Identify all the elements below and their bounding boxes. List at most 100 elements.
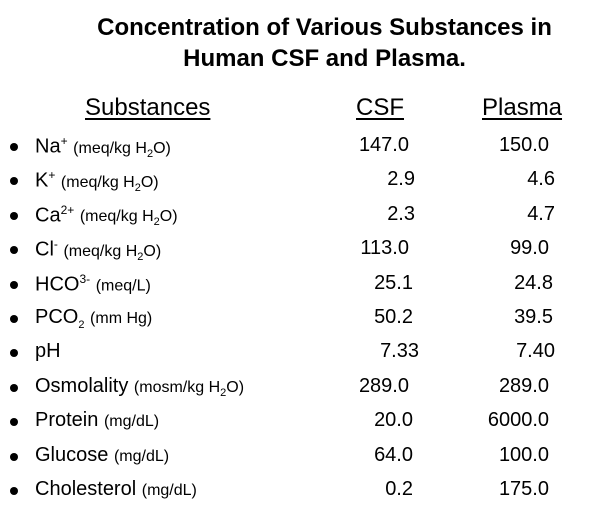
bullet-icon <box>10 349 18 358</box>
substance-charge: + <box>48 168 56 183</box>
substance-label: pH <box>35 340 61 363</box>
plasma-value: 39.5 <box>514 306 553 328</box>
list-item: Glucose (mg/dL) 64.0 100.0 <box>0 440 601 474</box>
substance-unit: (mg/dL) <box>114 448 169 465</box>
unit-subscript: 2 <box>220 386 227 399</box>
list-item: Na+ (meq/kg H2O) 147.0 150.0 <box>0 130 601 164</box>
substance-unit: (mg/dL) <box>142 482 197 499</box>
unit-text: (mg/dL) <box>113 447 170 465</box>
unit-text: (mosm/kg H <box>133 378 221 396</box>
csf-value: 7.33 <box>380 340 419 363</box>
substance-charge: + <box>60 134 68 148</box>
bullet-icon <box>10 452 18 461</box>
bullet-icon <box>10 280 18 289</box>
substance-label: PCO2 (mm Hg) <box>35 306 152 331</box>
list-item: Cholesterol (mg/dL) 0.2 175.0 <box>0 474 601 508</box>
bullet-icon <box>10 246 18 255</box>
csf-value: 2.3 <box>387 202 415 225</box>
unit-text: (meq/kg H <box>60 174 135 192</box>
unit-text: (mg/dL) <box>103 413 160 431</box>
csf-value: 64.0 <box>374 443 413 466</box>
substance-label: HCO3- (meq/L) <box>35 272 151 297</box>
csf-value: 2.9 <box>387 168 415 191</box>
unit-text: (meq/L) <box>95 277 151 295</box>
unit-text-end: O) <box>226 378 245 396</box>
unit-subscript: 2 <box>137 251 144 264</box>
csf-value: 25.1 <box>374 271 413 294</box>
substance-name: K <box>35 170 49 193</box>
unit-text: (meq/kg H <box>63 242 138 260</box>
substance-label: Glucose (mg/dL) <box>35 444 169 467</box>
list-item: Cl- (meq/kg H2O) 113.0 99.0 <box>0 233 601 267</box>
bullet-icon <box>10 211 18 220</box>
substance-name: Osmolality <box>35 374 129 397</box>
unit-text-end: O) <box>140 174 159 192</box>
plasma-value: 7.40 <box>516 340 555 363</box>
substance-name: pH <box>35 340 61 363</box>
unit-subscript: 2 <box>134 182 141 195</box>
unit-text: (meq/kg H <box>73 139 147 157</box>
unit-subscript: 2 <box>153 216 160 229</box>
csf-value: 50.2 <box>374 306 413 328</box>
substance-label: K+ (meq/kg H2O) <box>35 168 159 194</box>
csf-value: 0.2 <box>385 478 413 500</box>
substance-label: Osmolality (mosm/kg H2O) <box>35 375 244 399</box>
plasma-value: 24.8 <box>514 271 553 294</box>
substance-unit: (meq/L) <box>96 277 151 294</box>
plasma-value: 175.0 <box>498 478 549 500</box>
list-item: Protein (mg/dL) 20.0 6000.0 <box>0 405 601 439</box>
bullet-icon <box>10 177 18 186</box>
plasma-value: 289.0 <box>498 374 549 397</box>
substance-unit: (mg/dL) <box>104 413 159 430</box>
bullet-icon <box>10 383 18 392</box>
csf-value: 113.0 <box>360 237 409 260</box>
plasma-value: 100.0 <box>498 443 549 466</box>
unit-text: (mm Hg) <box>90 310 153 327</box>
substance-name: Protein <box>35 409 99 432</box>
bullet-icon <box>10 418 18 427</box>
bullet-icon <box>10 315 18 323</box>
substance-unit: (mm Hg) <box>90 310 152 327</box>
substance-name: Ca <box>35 204 61 227</box>
title-line-1: Concentration of Various Substances in <box>97 14 552 41</box>
csf-value: 20.0 <box>374 409 413 432</box>
plasma-value: 4.6 <box>527 168 555 191</box>
substance-name: PCO <box>35 306 79 328</box>
list-item: HCO3- (meq/L) 25.1 24.8 <box>0 268 601 302</box>
substance-name: Cl <box>35 238 54 261</box>
unit-text: (meq/kg H <box>79 208 154 226</box>
bullet-icon <box>10 487 18 495</box>
substance-label: Protein (mg/dL) <box>35 409 159 432</box>
list-item: Ca2+ (meq/kg H2O) 2.3 4.7 <box>0 199 601 233</box>
unit-text-end: O) <box>159 208 178 226</box>
substance-unit: (meq/kg H2O) <box>79 208 178 228</box>
substance-unit: (meq/kg H2O) <box>73 139 171 160</box>
substance-label: Na+ (meq/kg H2O) <box>35 134 171 160</box>
unit-subscript: 2 <box>146 147 154 160</box>
substance-label: Cl- (meq/kg H2O) <box>35 237 161 263</box>
unit-text-end: O) <box>153 139 171 157</box>
substance-unit: (mosm/kg H2O) <box>133 378 245 399</box>
list-item: Osmolality (mosm/kg H2O) 289.0 289.0 <box>0 371 601 405</box>
substance-unit: (meq/kg H2O) <box>63 242 162 264</box>
substance-subscript: 2 <box>78 319 85 331</box>
page-title: Concentration of Various Substances in H… <box>0 12 601 74</box>
header-plasma: Plasma <box>482 94 563 121</box>
substance-label: Cholesterol (mg/dL) <box>35 478 197 501</box>
plasma-value: 150.0 <box>498 134 549 156</box>
title-line-2: Human CSF and Plasma. <box>183 45 466 72</box>
substance-charge: - <box>53 237 58 252</box>
unit-text-end: O) <box>143 242 162 260</box>
substance-charge: 2+ <box>60 202 75 217</box>
substance-charge: 3- <box>79 271 91 286</box>
plasma-value: 99.0 <box>510 237 549 260</box>
csf-value: 289.0 <box>358 374 409 397</box>
substance-name: Na <box>35 135 61 158</box>
header-csf: CSF <box>356 94 404 121</box>
plasma-value: 6000.0 <box>487 409 549 432</box>
list-item: K+ (meq/kg H2O) 2.9 4.6 <box>0 164 601 198</box>
substance-name: Glucose <box>35 443 109 466</box>
plasma-value: 4.7 <box>527 202 555 225</box>
substance-name: HCO <box>35 273 80 296</box>
substance-label: Ca2+ (meq/kg H2O) <box>35 203 178 229</box>
